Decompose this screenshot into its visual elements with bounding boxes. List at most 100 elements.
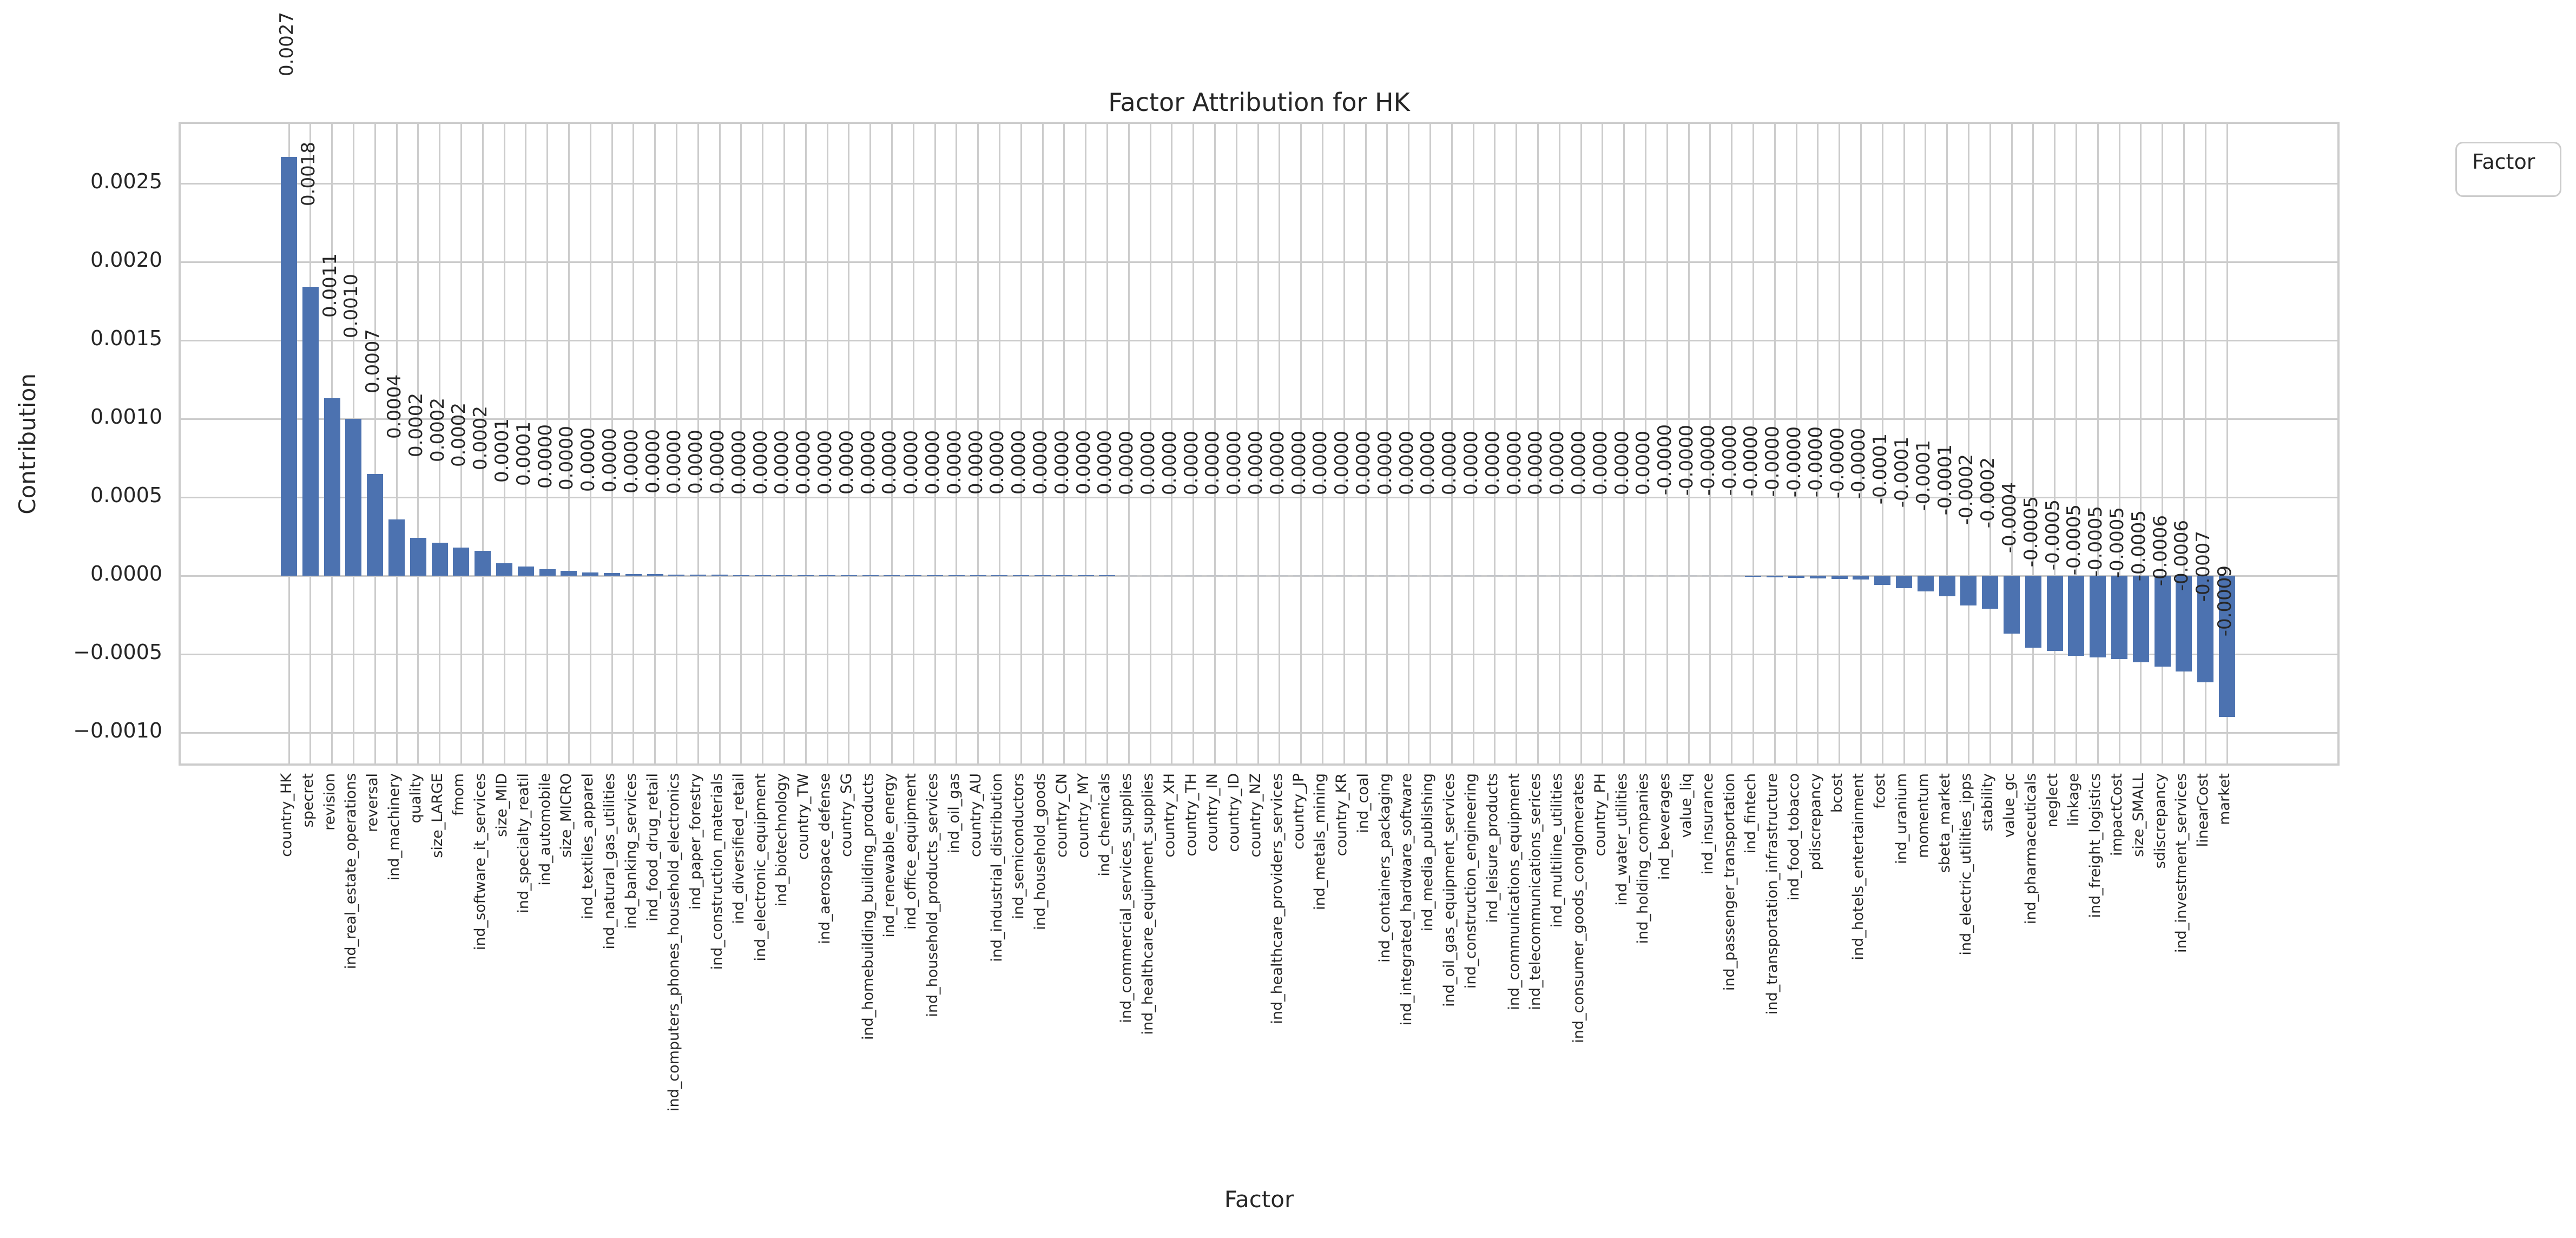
bar-value-label: 0.0000 <box>900 430 923 495</box>
x-tick-label: ind_real_estate_operations <box>342 773 360 970</box>
bar-value-label: -0.0002 <box>1977 457 1999 528</box>
x-tick-label: quality <box>407 773 424 824</box>
bar-value-label: 0.0000 <box>728 430 750 495</box>
bar-value-label: 0.0000 <box>1266 430 1288 495</box>
x-gridline <box>1946 124 1948 763</box>
x-tick-label: value_gc <box>2001 773 2018 838</box>
legend-title: Factor <box>2472 150 2535 174</box>
x-gridline <box>1106 124 1108 763</box>
bar-value-label: 0.0000 <box>922 430 944 495</box>
x-tick-label: impactCost <box>2109 773 2125 856</box>
bar-value-label: -0.0004 <box>1999 482 2020 554</box>
bar-value-label: 0.0000 <box>1546 430 1569 495</box>
bar-value-label: 0.0000 <box>1223 430 1246 495</box>
x-gridline <box>1537 124 1539 763</box>
bar-value-label: -0.0009 <box>2214 565 2236 636</box>
x-gridline <box>1580 124 1582 763</box>
bar-neglect <box>2046 576 2063 651</box>
y-gridline <box>181 732 2337 734</box>
x-gridline <box>1752 124 1754 763</box>
bar-value-label: 0.0000 <box>663 429 686 494</box>
x-tick-label: ind_oil_gas <box>945 773 963 854</box>
x-gridline <box>1429 124 1431 763</box>
bar-ind_oil_gas <box>948 575 965 576</box>
x-tick-label: specret <box>299 773 317 828</box>
x-tick-label: country_ID <box>1226 773 1243 852</box>
bar-ind_pharmaceuticals <box>2025 576 2041 648</box>
x-gridline <box>1408 124 1410 763</box>
bar-bcost <box>1831 576 1848 579</box>
bar-value-label: -0.0000 <box>1783 426 1805 497</box>
x-tick-label: ind_media_publishing <box>1419 773 1437 932</box>
x-gridline <box>740 124 742 763</box>
x-tick-label: fmom <box>450 773 467 816</box>
x-gridline <box>2140 124 2142 763</box>
bar-size_MID <box>496 563 512 576</box>
bar-value-label: -0.0000 <box>1804 426 1827 498</box>
x-tick-label: country_JP <box>1290 773 1307 850</box>
x-tick-label: country_HK <box>278 773 295 857</box>
bar-ind_diversified_retail <box>733 575 749 576</box>
bar-value-label: 0.0000 <box>1030 430 1051 495</box>
x-gridline <box>1516 124 1518 763</box>
x-gridline <box>2204 124 2206 763</box>
x-tick-label: size_LARGE <box>429 773 446 858</box>
bar-value-label: 0.0000 <box>1072 430 1095 495</box>
x-gridline <box>2226 124 2228 763</box>
x-gridline <box>2032 124 2034 763</box>
x-tick-label: country_KR <box>1333 773 1350 857</box>
x-gridline <box>568 124 570 763</box>
x-tick-label: ind_fintech <box>1742 773 1760 854</box>
bar-value-label: 0.0007 <box>362 328 384 393</box>
bar-value-label: -0.0006 <box>2149 515 2171 587</box>
x-gridline <box>869 124 872 763</box>
x-gridline <box>1343 124 1345 763</box>
bar-ind_textiles_apparel <box>582 572 599 576</box>
x-tick-label: market <box>2216 773 2233 825</box>
x-tick-label: fcost <box>1872 773 1889 809</box>
x-gridline <box>805 124 807 763</box>
x-gridline <box>1881 124 1883 763</box>
bar-size_LARGE <box>431 543 448 576</box>
x-tick-label: ind_passenger_transportation <box>1721 773 1738 991</box>
x-tick-label: ind_automobile <box>536 773 554 886</box>
x-tick-label: ind_investment_services <box>2173 773 2190 953</box>
x-gridline <box>1860 124 1862 763</box>
x-gridline <box>2183 124 2185 763</box>
bar-value-label: 0.0001 <box>491 418 513 483</box>
x-tick-label: ind_homebuilding_building_products <box>859 773 877 1041</box>
x-gridline <box>1149 124 1151 763</box>
x-gridline <box>1644 124 1646 763</box>
bar-ind_office_equipment <box>905 575 922 576</box>
x-gridline <box>1925 124 1927 763</box>
x-gridline <box>1300 124 1302 763</box>
bar-value-label: -0.0005 <box>2020 496 2042 568</box>
bar-fcost <box>1874 576 1891 585</box>
x-gridline <box>1193 124 1195 763</box>
x-gridline <box>2054 124 2056 763</box>
bar-value-label: -0.0000 <box>1697 424 1719 496</box>
bar-value-label: 0.0000 <box>1589 430 1611 495</box>
bar-value-label: 0.0000 <box>577 427 599 492</box>
x-gridline <box>396 124 398 763</box>
x-gridline <box>783 124 785 763</box>
x-tick-label: revision <box>321 773 338 831</box>
bar-impactCost <box>2111 576 2127 659</box>
x-tick-label: stability <box>1979 773 1997 832</box>
x-tick-label: ind_water_utilities <box>1613 773 1630 906</box>
x-gridline <box>2162 124 2164 763</box>
bar-market <box>2219 576 2235 717</box>
x-tick-label: neglect <box>2044 773 2061 828</box>
bar-value-label: 0.0000 <box>1158 430 1181 495</box>
x-gridline <box>1666 124 1668 763</box>
bar-country_TW <box>798 575 814 576</box>
x-tick-label: country_TW <box>795 773 812 860</box>
x-tick-label: ind_uranium <box>1893 773 1910 865</box>
x-tick-label: ind_construction_materials <box>709 773 726 970</box>
x-tick-label: ind_healthcare_providers_services <box>1268 773 1286 1024</box>
bar-stability <box>1982 576 1999 609</box>
x-tick-label: ind_semiconductors <box>1010 773 1027 919</box>
x-tick-label: country_TH <box>1182 773 1200 857</box>
x-gridline <box>1817 124 1819 763</box>
x-gridline <box>826 124 828 763</box>
